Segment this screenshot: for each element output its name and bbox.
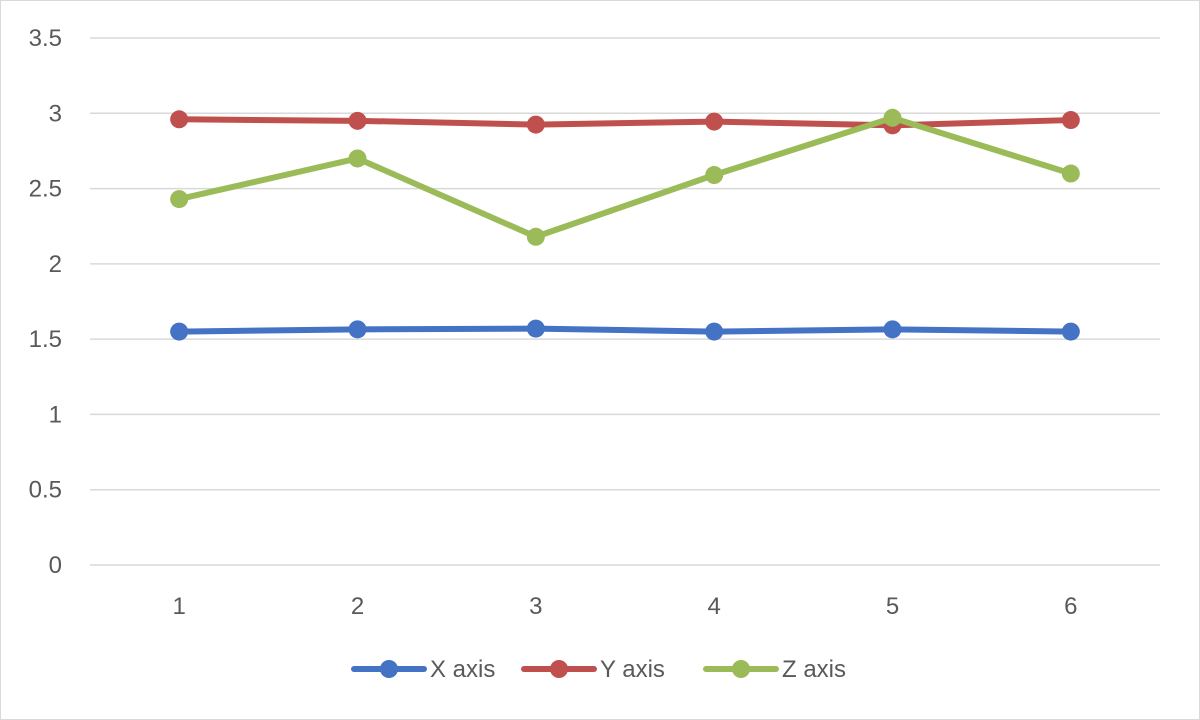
legend-swatch-marker [732, 660, 750, 678]
legend: X axis Y axis Z axis [351, 656, 846, 683]
legend-item: Z axis [703, 656, 846, 683]
data-point [348, 320, 367, 339]
series-x-axis [170, 319, 1080, 341]
x-tick-label: 1 [172, 593, 185, 620]
legend-item: X axis [351, 656, 495, 683]
series-z-axis [170, 108, 1080, 246]
x-tick-label: 2 [351, 593, 364, 620]
legend-label: Z axis [782, 656, 846, 683]
data-point [705, 112, 724, 131]
y-tick-label: 0 [49, 552, 62, 579]
x-axis-tick-labels: 1 2 3 4 5 6 [172, 593, 1077, 620]
y-tick-label: 1.5 [29, 326, 62, 353]
data-point [348, 149, 367, 168]
x-tick-label: 6 [1064, 593, 1077, 620]
y-tick-label: 3.5 [29, 25, 62, 52]
series-line [176, 116, 1074, 129]
x-tick-label: 3 [529, 593, 542, 620]
data-point [170, 190, 189, 209]
y-tick-label: 3 [49, 100, 62, 127]
data-point [170, 322, 189, 341]
data-point [705, 166, 724, 185]
data-point [883, 108, 902, 127]
y-tick-label: 0.5 [29, 477, 62, 504]
y-tick-label: 1 [49, 401, 62, 428]
data-point [1061, 111, 1080, 130]
data-point [705, 322, 724, 341]
legend-swatch-marker [550, 660, 568, 678]
data-point [1061, 322, 1080, 341]
data-point [526, 115, 545, 134]
data-point [526, 319, 545, 338]
series-layer [170, 108, 1080, 341]
x-tick-label: 5 [886, 593, 899, 620]
y-tick-label: 2 [49, 251, 62, 278]
legend-label: Y axis [600, 656, 665, 683]
data-point [1061, 164, 1080, 183]
y-tick-label: 2.5 [29, 176, 62, 203]
data-point [526, 227, 545, 246]
series-line [176, 114, 1074, 240]
data-point [348, 111, 367, 130]
y-axis-tick-labels: 0 0.5 1 1.5 2 2.5 3 3.5 [29, 25, 62, 579]
legend-item: Y axis [521, 656, 665, 683]
data-point [170, 110, 189, 129]
gridlines [90, 37, 1160, 491]
legend-swatch-marker [380, 660, 398, 678]
x-tick-label: 4 [707, 593, 720, 620]
data-point [883, 320, 902, 339]
legend-label: X axis [430, 656, 495, 683]
series-line [176, 325, 1074, 335]
